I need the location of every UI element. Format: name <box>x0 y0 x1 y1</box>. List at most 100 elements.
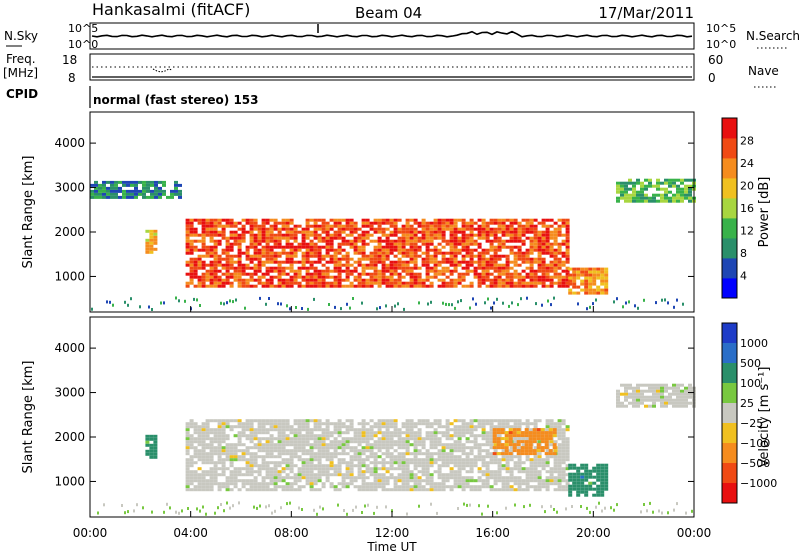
data-cell <box>405 464 410 468</box>
data-cell <box>217 443 222 447</box>
data-cell <box>477 251 482 255</box>
data-cell <box>321 227 326 231</box>
data-cell <box>197 476 202 480</box>
data-cell <box>213 467 218 471</box>
data-cell <box>584 463 589 467</box>
data-cell <box>237 254 242 258</box>
data-cell <box>269 233 274 237</box>
data-cell <box>209 227 214 231</box>
data-cell <box>453 431 458 435</box>
data-cell <box>197 248 202 252</box>
data-cell <box>221 278 226 282</box>
data-cell <box>557 263 562 267</box>
data-cell <box>413 464 418 468</box>
data-cell <box>189 248 194 252</box>
data-cell <box>537 488 542 492</box>
data-cell <box>321 239 326 243</box>
data-cell <box>552 443 557 447</box>
data-cell <box>624 184 628 188</box>
data-cell <box>600 279 605 283</box>
data-cell <box>333 266 338 270</box>
data-cell <box>185 233 190 237</box>
data-cell <box>273 245 278 249</box>
data-cell <box>545 476 550 480</box>
data-cell <box>381 458 386 462</box>
data-cell <box>445 428 450 432</box>
data-cell <box>189 464 194 468</box>
data-cell <box>201 218 206 222</box>
data-cell <box>209 263 214 267</box>
data-cell <box>521 281 526 285</box>
data-cell <box>600 273 605 277</box>
data-cell <box>305 221 310 225</box>
data-cell <box>425 419 430 423</box>
data-cell <box>249 440 254 444</box>
data-cell <box>233 272 238 276</box>
data-cell <box>273 233 278 237</box>
data-cell <box>429 266 434 270</box>
data-cell <box>273 455 278 459</box>
data-cell <box>317 269 322 273</box>
data-cell <box>201 434 206 438</box>
data-cell <box>213 242 218 246</box>
data-cell <box>561 476 566 480</box>
data-cell <box>528 443 533 447</box>
data-cell <box>397 476 402 480</box>
data-cell <box>353 455 358 459</box>
colorbar-tick-label: 500 <box>740 357 761 370</box>
data-cell <box>309 458 314 462</box>
data-cell <box>377 284 382 288</box>
data-cell <box>297 230 302 234</box>
data-cell <box>233 473 238 477</box>
data-cell <box>273 437 278 441</box>
data-cell <box>257 260 262 264</box>
data-cell <box>289 227 294 231</box>
data-cell <box>469 281 474 285</box>
data-cell <box>437 221 442 225</box>
data-cell <box>545 419 550 423</box>
data-cell <box>660 199 664 203</box>
data-cell <box>445 269 450 273</box>
data-cell <box>481 431 486 435</box>
data-cell <box>357 461 362 465</box>
data-cell <box>365 257 370 261</box>
data-cell <box>201 230 206 234</box>
data-cell <box>525 419 530 423</box>
ground-scatter-cell <box>529 503 531 507</box>
data-cell <box>309 275 314 279</box>
data-cell <box>329 239 334 243</box>
data-cell <box>469 461 474 465</box>
data-cell <box>441 251 446 255</box>
data-cell <box>509 488 514 492</box>
data-cell <box>565 455 570 459</box>
colorbar-tick-label: 16 <box>740 202 754 215</box>
data-cell <box>421 479 426 483</box>
data-cell <box>457 425 462 429</box>
data-cell <box>365 437 370 441</box>
data-cell <box>385 251 390 255</box>
data-cell <box>393 425 398 429</box>
data-cell <box>397 467 402 471</box>
data-cell <box>485 434 490 438</box>
data-cell <box>525 284 530 288</box>
data-cell <box>588 276 593 280</box>
data-cell <box>489 419 494 423</box>
data-cell <box>269 443 274 447</box>
data-cell <box>525 254 530 258</box>
data-cell <box>561 233 566 237</box>
data-cell <box>497 281 502 285</box>
data-cell <box>656 383 660 387</box>
data-cell <box>525 260 530 264</box>
data-cell <box>209 224 214 228</box>
data-cell <box>389 446 394 450</box>
ground-scatter-cell <box>475 302 477 306</box>
data-cell <box>672 193 676 197</box>
data-cell <box>149 446 154 450</box>
data-cell <box>421 227 426 231</box>
data-cell <box>289 269 294 273</box>
data-cell <box>429 455 434 459</box>
data-cell <box>305 233 310 237</box>
data-cell <box>189 242 194 246</box>
data-cell <box>413 458 418 462</box>
data-cell <box>433 245 438 249</box>
